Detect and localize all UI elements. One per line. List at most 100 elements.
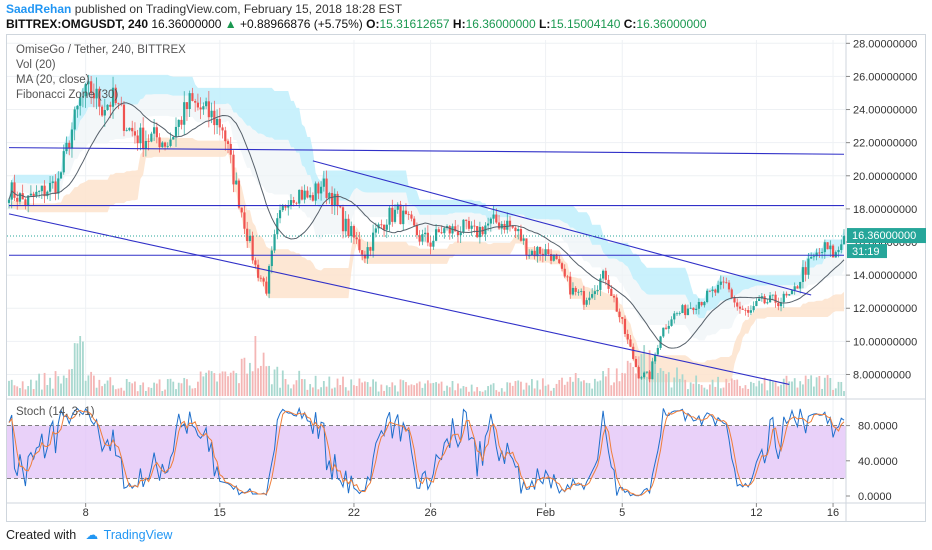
candle bbox=[202, 102, 205, 115]
candle bbox=[147, 134, 150, 151]
volume-bar bbox=[468, 391, 470, 396]
candle bbox=[738, 301, 742, 314]
candle bbox=[580, 288, 583, 296]
candle bbox=[686, 304, 690, 316]
created-with-label: Created with bbox=[6, 528, 77, 542]
price-tick-label: 28.00000000 bbox=[853, 38, 917, 50]
volume-bar bbox=[19, 388, 21, 396]
volume-bar bbox=[602, 371, 604, 396]
candle bbox=[500, 221, 503, 235]
trendline bbox=[8, 213, 790, 385]
author-name[interactable]: SaadRehan bbox=[6, 2, 72, 16]
candle bbox=[150, 131, 153, 143]
close-label: C: bbox=[623, 17, 637, 31]
fib-upper-band bbox=[9, 74, 844, 319]
volume-bar bbox=[711, 379, 714, 396]
high-value: 16.36000000 bbox=[465, 17, 536, 31]
volume-bar bbox=[232, 370, 235, 396]
volume-bar bbox=[292, 384, 295, 396]
volume-bar bbox=[470, 384, 473, 396]
volume-bar bbox=[62, 375, 65, 396]
volume-bar bbox=[506, 382, 509, 396]
volume-bar bbox=[13, 385, 16, 396]
candle bbox=[128, 127, 131, 132]
open-value: 15.31612657 bbox=[379, 17, 450, 31]
volume-bar bbox=[662, 370, 665, 396]
candle bbox=[790, 289, 794, 295]
candle bbox=[289, 194, 293, 210]
candle bbox=[675, 311, 679, 316]
candle bbox=[300, 186, 304, 201]
volume-bar bbox=[821, 388, 823, 396]
volume-bar bbox=[95, 387, 98, 396]
legend-fibonacci: Fibonacci Zone (30) bbox=[16, 89, 119, 101]
volume-bar bbox=[626, 360, 629, 396]
volume-bar bbox=[328, 376, 331, 396]
volume-bar bbox=[402, 380, 405, 396]
volume-bar bbox=[572, 381, 574, 396]
volume-bar bbox=[689, 382, 692, 396]
volume-bar bbox=[46, 385, 49, 396]
volume-bar bbox=[355, 385, 358, 396]
volume-bar bbox=[262, 352, 265, 396]
candle bbox=[298, 189, 301, 209]
price-tick-label: 18.00000000 bbox=[853, 204, 917, 216]
volume-bar bbox=[843, 391, 845, 396]
tradingview-logo-icon[interactable]: ☁ bbox=[85, 528, 99, 542]
candle bbox=[506, 212, 509, 234]
volume-bar bbox=[563, 384, 566, 396]
volume-bar bbox=[40, 389, 43, 396]
volume-bar bbox=[153, 382, 155, 396]
candle bbox=[333, 188, 336, 216]
volume-bar bbox=[60, 383, 62, 396]
volume-bar bbox=[804, 375, 807, 396]
volume-bar bbox=[810, 375, 813, 396]
volume-bar bbox=[405, 381, 407, 396]
candle bbox=[385, 219, 388, 239]
volume-bar bbox=[235, 373, 238, 396]
volume-bar bbox=[114, 389, 117, 396]
volume-bar bbox=[818, 375, 821, 396]
volume-bar bbox=[802, 384, 804, 396]
volume-bar bbox=[440, 381, 443, 396]
candle bbox=[100, 104, 104, 117]
candle bbox=[558, 255, 561, 265]
legend-ma: MA (20, close) bbox=[16, 74, 90, 86]
candle bbox=[341, 204, 345, 239]
candle bbox=[714, 288, 717, 296]
price-tick-label: 22.00000000 bbox=[853, 138, 917, 150]
candle bbox=[98, 86, 101, 116]
volume-bar bbox=[525, 382, 528, 396]
candle bbox=[719, 275, 722, 290]
candle bbox=[330, 186, 334, 215]
stoch-tick-label: 0.0000 bbox=[858, 491, 892, 503]
volume-bar bbox=[268, 365, 270, 396]
tradingview-brand[interactable]: TradingView bbox=[103, 528, 173, 542]
volume-bar bbox=[117, 388, 120, 396]
volume-bar bbox=[769, 379, 771, 396]
candle bbox=[48, 175, 52, 201]
volume-bar bbox=[807, 379, 810, 396]
timer-badge-text: 31:19 bbox=[852, 246, 880, 258]
candle bbox=[632, 343, 635, 361]
candle bbox=[741, 305, 744, 310]
candle bbox=[604, 267, 607, 286]
fib-lower-band bbox=[9, 137, 844, 383]
volume-bar bbox=[229, 372, 232, 396]
candle bbox=[237, 178, 241, 210]
volume-bar bbox=[785, 375, 788, 396]
candle bbox=[820, 248, 824, 259]
volume-bar bbox=[640, 354, 643, 396]
volume-bar bbox=[112, 385, 114, 396]
candle bbox=[763, 293, 766, 305]
volume-bar bbox=[79, 336, 82, 396]
candle bbox=[648, 369, 651, 383]
low-value: 15.15004140 bbox=[550, 17, 621, 31]
volume-bar bbox=[43, 372, 46, 396]
candle bbox=[243, 205, 246, 234]
candle bbox=[221, 124, 224, 139]
volume-bar bbox=[73, 343, 76, 396]
volume-bar bbox=[610, 385, 613, 396]
time-tick-label: 12 bbox=[750, 507, 762, 519]
